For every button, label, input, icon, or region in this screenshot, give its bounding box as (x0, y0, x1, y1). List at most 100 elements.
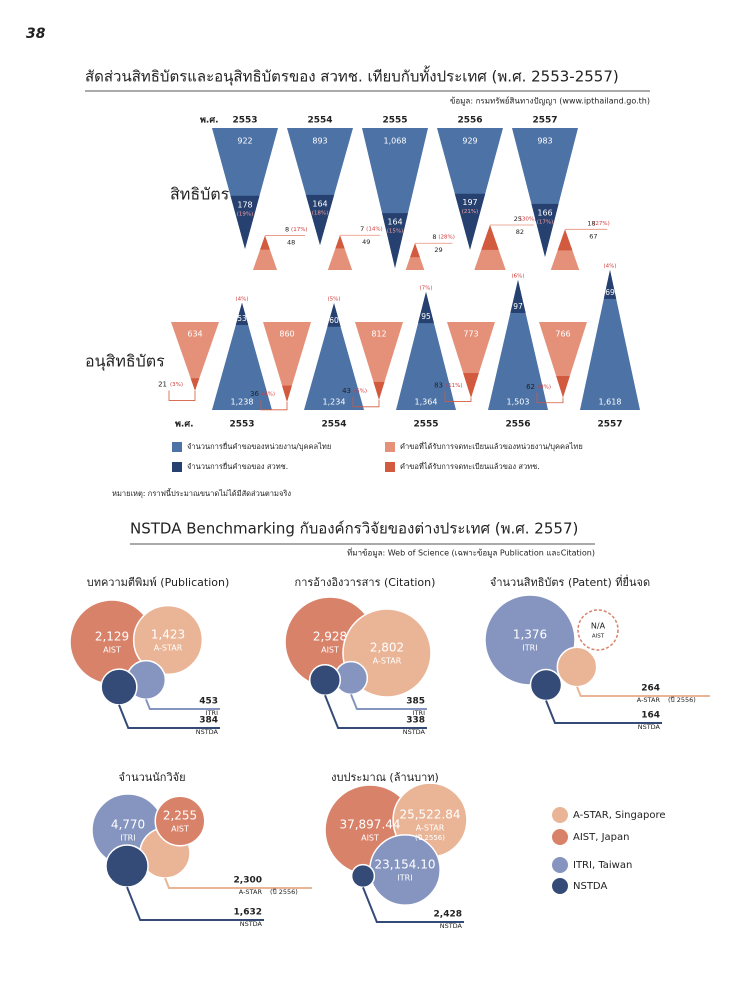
year: 2555 (413, 420, 438, 430)
benchmark-source: ที่มาข้อมูล: Web of Science (เฉพาะข้อมูล… (347, 547, 595, 559)
nstda-share: (7%) (419, 285, 432, 291)
nstda-granted-share: (28%) (438, 235, 455, 241)
nstda-filed-tip (305, 194, 335, 246)
value-label: 2,802 (370, 641, 404, 655)
legend-label: คำขอที่ได้รับการจดทะเบียนแล้วของหน่วยงาน… (400, 441, 583, 451)
nstda-label: 97 (513, 302, 523, 311)
nstda-share: (21%) (462, 209, 479, 215)
filed-cone (488, 279, 548, 410)
filed-cone (362, 128, 428, 268)
nstda-label: 197 (462, 198, 477, 207)
year: 2553 (232, 116, 257, 126)
nstda-granted-tip (557, 229, 573, 251)
nstda-granted-tip (373, 381, 385, 400)
filed-label: 1,618 (599, 398, 622, 407)
nstda-granted-label: 18 (587, 219, 595, 227)
value-label: 1,376 (513, 628, 547, 642)
granted-cone (447, 322, 495, 398)
nstda-label: 53 (237, 314, 247, 323)
leader (168, 390, 196, 401)
value-label: 2,428 (434, 910, 462, 920)
legend-swatch (172, 442, 182, 452)
leader (576, 686, 710, 697)
value-label: 338 (406, 716, 425, 726)
org-label: AIST (361, 834, 379, 843)
benchmark-title: NSTDA Benchmarking กับองค์กรวิจัยของต่าง… (130, 520, 578, 538)
nstda-label: 164 (312, 199, 327, 208)
nstda-label: 166 (537, 208, 552, 217)
patents-title: สัดส่วนสิทธิบัตรและอนุสิทธิบัตรของ สวทช.… (85, 66, 619, 87)
legend-label: จำนวนการยื่นคำขอของ สวทช. (187, 461, 288, 471)
nstda-filed-tip (510, 279, 526, 313)
nstda-granted-tip (260, 235, 270, 250)
value-label: 1,423 (151, 628, 185, 642)
granted-cone (252, 235, 278, 270)
filed-cone (580, 270, 640, 410)
leader (164, 877, 312, 889)
filed-label: 983 (537, 137, 552, 146)
nstda-filed-tip (235, 302, 249, 326)
leader (536, 392, 564, 404)
year: 2555 (382, 116, 407, 126)
leader (362, 887, 464, 923)
nstda-granted-share: (27%) (593, 221, 610, 227)
nstda-granted-label: 25 (514, 215, 522, 223)
granted-label: 82 (516, 228, 524, 236)
legend-dot (552, 807, 568, 823)
org-label: ITRI (413, 709, 425, 717)
granted-label: 634 (187, 330, 202, 339)
nstda-filed-tip (382, 213, 408, 268)
value-label: 264 (641, 684, 660, 694)
nstda-filed-tip (230, 195, 260, 249)
year: 2554 (307, 116, 332, 126)
bubble (308, 663, 342, 697)
nstda-granted-label: 8 (432, 233, 436, 241)
nstda-share: (6%) (511, 273, 524, 279)
org-label: NSTDA (638, 723, 661, 731)
granted-label: 29 (434, 246, 442, 254)
leader (260, 399, 288, 411)
org-note: (ปี 2556) (668, 696, 696, 704)
legend-label: NSTDA (573, 881, 607, 892)
nstda-granted-tip (556, 376, 570, 398)
leader (324, 694, 427, 729)
legend-dot (552, 878, 568, 894)
nstda-granted-share: (11%) (446, 383, 463, 389)
filed-label: 929 (462, 137, 477, 146)
panel-title: จำนวนนักวิจัย (118, 771, 185, 784)
org-label: ITRI (206, 709, 218, 717)
nstda-label: 95 (421, 312, 431, 321)
nstda-label: 178 (237, 200, 252, 209)
nstda-share: (4%) (603, 264, 616, 270)
nstda-granted-tip (463, 372, 479, 398)
nstda-share: (5%) (327, 297, 340, 303)
value-label: 164 (641, 711, 660, 721)
nstda-share: (17%) (537, 219, 554, 225)
filed-label: 1,503 (507, 398, 530, 407)
bubble (100, 668, 138, 706)
org-label: AIST (321, 646, 339, 655)
granted-label: 812 (371, 330, 386, 339)
row-label: อนุสิทธิบัตร (85, 352, 165, 372)
nstda-granted-tip (335, 235, 345, 249)
panel-title: การอ้างอิงวารสาร (Citation) (295, 576, 436, 589)
year-label: พ.ศ. (200, 116, 218, 126)
year: 2553 (229, 420, 254, 430)
value-label: 384 (199, 716, 218, 726)
filed-cone (212, 302, 272, 410)
granted-cone (327, 235, 353, 270)
nstda-granted-share: (30%) (520, 217, 537, 223)
org-label: A-STAR (373, 657, 402, 666)
granted-cone (355, 322, 403, 400)
leader (126, 886, 264, 921)
org-label: AIST (592, 634, 605, 640)
panel-title: จำนวนสิทธิบัตร (Patent) ที่ยื่นจด (490, 574, 650, 589)
leader (545, 700, 662, 724)
org-label: ITRI (120, 834, 135, 843)
nstda-granted-share: (8%) (538, 384, 551, 390)
nstda-granted-label: 43 (342, 387, 351, 395)
bubble (529, 668, 563, 702)
filed-cone (287, 128, 353, 246)
value-label: 23,154.10 (374, 858, 435, 872)
leader (352, 396, 380, 408)
